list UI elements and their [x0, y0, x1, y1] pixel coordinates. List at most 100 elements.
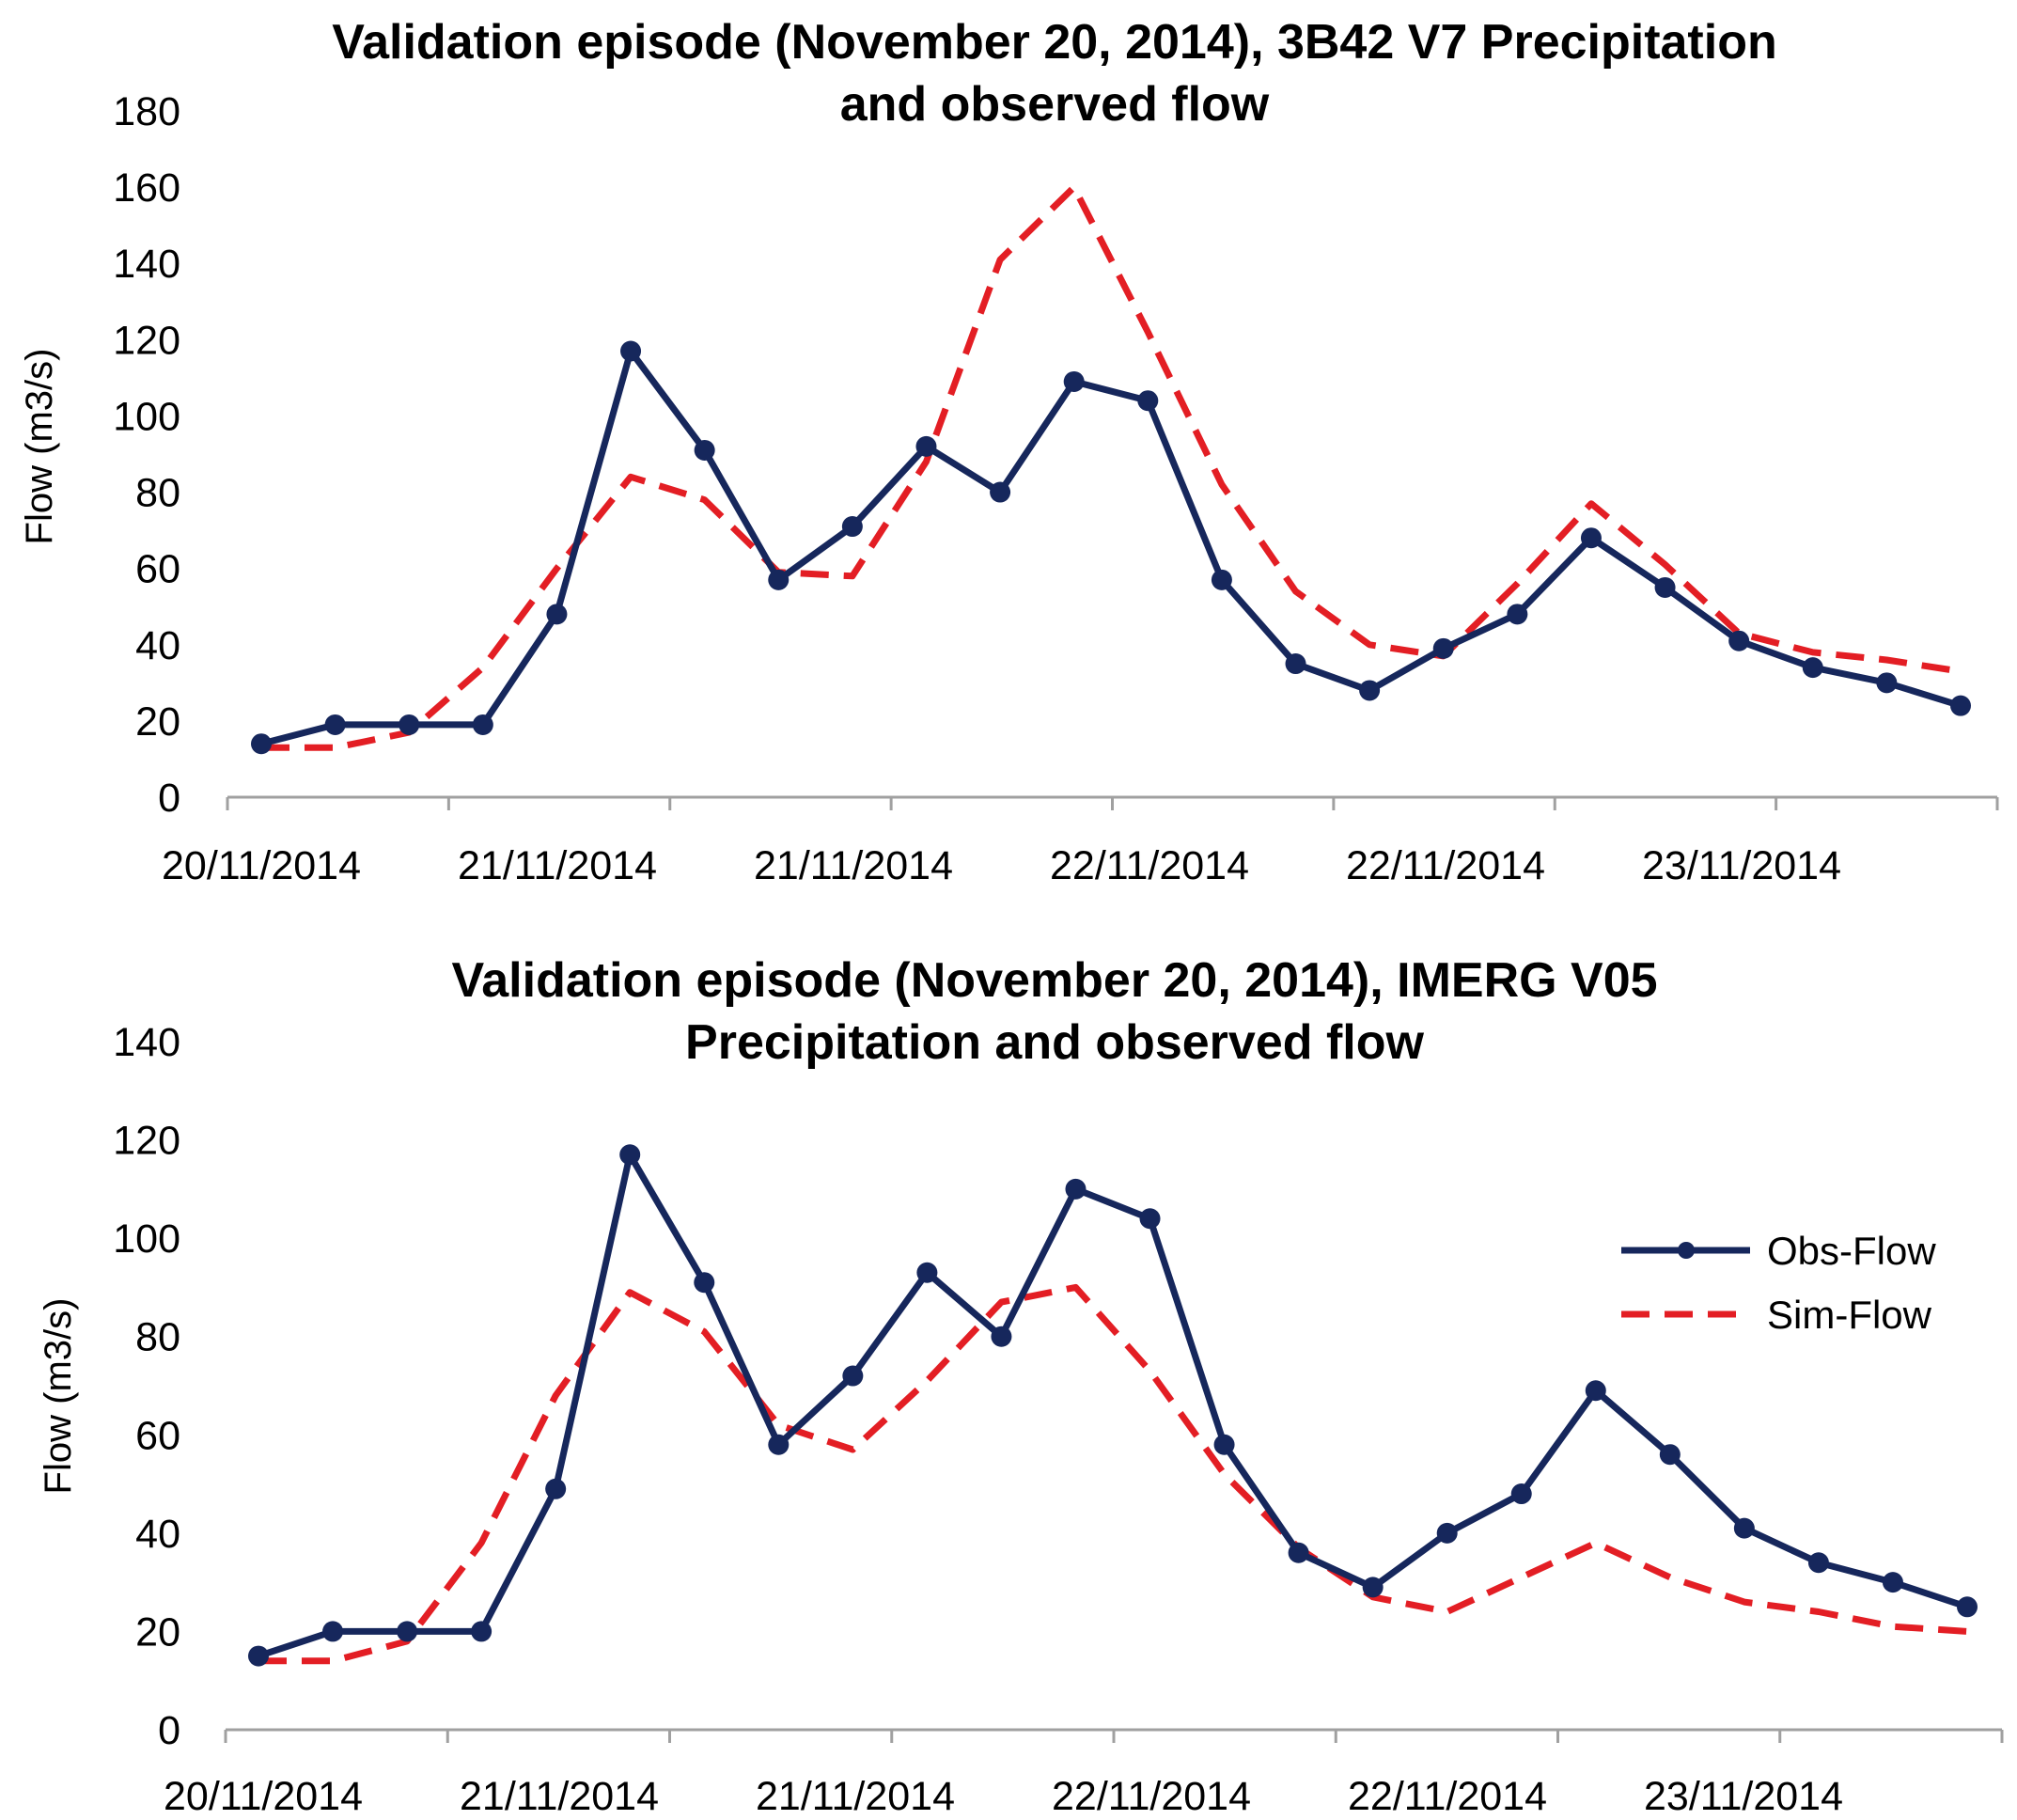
obs-flow-point	[1659, 1444, 1681, 1466]
y-tick-label: 60	[135, 1413, 180, 1458]
series-line-obs-flow	[260, 348, 1962, 747]
obs-flow-point	[546, 604, 568, 625]
y-tick-label: 40	[135, 623, 180, 668]
legend-obs-marker	[1678, 1242, 1695, 1259]
obs-flow-point	[1063, 370, 1085, 392]
obs-flow-point	[1288, 1542, 1309, 1563]
obs-flow-point	[1065, 1178, 1087, 1200]
obs-flow-point	[1436, 1522, 1458, 1544]
series-line-obs-flow	[257, 1151, 1969, 1659]
obs-flow-point	[1362, 1577, 1384, 1598]
x-axis	[226, 795, 1999, 810]
x-tick-labels: 20/11/2014 21/11/2014 21/11/2014 22/11/2014…	[164, 1774, 1843, 1819]
legend: Obs-Flow Sim-Flow	[1621, 1229, 1936, 1337]
y-tick-label: 0	[158, 776, 180, 821]
obs-flow-point	[768, 569, 790, 590]
y-tick-label: 60	[135, 547, 180, 592]
obs-flow-point	[472, 714, 493, 735]
obs-flow-point	[1211, 569, 1232, 590]
x-tick-label: 22/11/2014	[1348, 1774, 1547, 1819]
series-group	[251, 183, 1971, 755]
obs-flow-point	[694, 439, 715, 461]
obs-flow-point	[324, 714, 346, 735]
obs-flow-point	[1585, 1380, 1606, 1402]
obs-flow-point	[545, 1478, 567, 1499]
y-tick-label: 140	[113, 1020, 180, 1065]
chart-title-line2: Precipitation and observed flow	[685, 1015, 1424, 1070]
obs-flow-point	[694, 1272, 715, 1294]
chart-title-line2: and observed flow	[840, 77, 1270, 132]
series-line-sim-flow	[258, 1283, 1968, 1665]
obs-flow-point	[1807, 1552, 1829, 1574]
obs-flow-point	[1876, 672, 1898, 694]
x-tick-label: 23/11/2014	[1644, 1774, 1843, 1819]
obs-flow-point	[322, 1621, 344, 1642]
obs-flow-point	[399, 714, 420, 735]
x-tick-label: 23/11/2014	[1642, 843, 1841, 888]
obs-flow-point	[1950, 695, 1971, 716]
obs-flow-point	[1359, 680, 1381, 701]
obs-flow-point	[1882, 1572, 1903, 1593]
y-tick-label: 20	[135, 699, 180, 745]
obs-flow-point	[1285, 653, 1306, 675]
x-tick-label: 22/11/2014	[1052, 1774, 1251, 1819]
y-tick-label: 120	[113, 318, 180, 363]
y-tick-label: 120	[113, 1119, 180, 1164]
obs-flow-point	[471, 1621, 493, 1642]
y-tick-label: 0	[158, 1708, 180, 1753]
x-tick-label: 21/11/2014	[458, 843, 657, 888]
series-group	[248, 1144, 1978, 1667]
x-tick-label: 22/11/2014	[1346, 843, 1545, 888]
y-axis-label: Flow (m3/s)	[38, 1298, 79, 1495]
obs-flow-point	[768, 1434, 790, 1455]
y-tick-label: 40	[135, 1512, 180, 1557]
obs-flow-point	[990, 481, 1011, 503]
legend-obs-label: Obs-Flow	[1767, 1229, 1936, 1273]
y-tick-label: 180	[113, 89, 180, 134]
obs-flow-point	[1213, 1434, 1235, 1455]
obs-flow-point	[397, 1621, 418, 1642]
series-line-sim-flow	[261, 183, 1962, 751]
obs-flow-point	[1432, 637, 1454, 659]
obs-flow-point	[1137, 390, 1159, 412]
y-tick-label: 140	[113, 242, 180, 287]
y-tick-label: 100	[113, 1216, 180, 1262]
obs-flow-point	[251, 733, 272, 755]
obs-flow-point	[619, 1144, 641, 1166]
obs-flow-point	[842, 1365, 864, 1387]
chart-imerg-v05: Validation episode (November 20, 2014), …	[38, 953, 2004, 1819]
obs-flow-point	[841, 516, 863, 538]
x-tick-label: 21/11/2014	[754, 843, 953, 888]
x-tick-label: 20/11/2014	[164, 1774, 363, 1819]
y-tick-labels: 0 20 40 60 80 100 120 140 160 180	[113, 89, 180, 821]
obs-flow-point	[1957, 1596, 1978, 1618]
obs-flow-point	[1733, 1517, 1755, 1539]
y-tick-label: 100	[113, 394, 180, 439]
obs-flow-point	[1802, 657, 1823, 679]
obs-flow-point	[1139, 1208, 1161, 1230]
obs-flow-point	[620, 340, 642, 362]
y-axis-label: Flow (m3/s)	[19, 349, 60, 545]
obs-flow-point	[1580, 527, 1602, 549]
obs-flow-point	[1507, 604, 1528, 625]
y-tick-label: 80	[135, 1315, 180, 1360]
chart-title-line1: Validation episode (November 20, 2014), …	[332, 15, 1776, 70]
x-tick-label: 20/11/2014	[162, 843, 361, 888]
obs-flow-point	[1728, 630, 1750, 651]
x-tick-labels: 20/11/2014 21/11/2014 21/11/2014 22/11/2014…	[162, 843, 1841, 888]
x-tick-label: 22/11/2014	[1050, 843, 1249, 888]
y-tick-labels: 0 20 40 60 80 100 120 140	[113, 1020, 180, 1753]
obs-flow-point	[915, 435, 937, 457]
obs-flow-point	[248, 1645, 269, 1667]
x-tick-label: 21/11/2014	[460, 1774, 659, 1819]
y-tick-label: 160	[113, 165, 180, 211]
y-tick-label: 80	[135, 471, 180, 516]
x-tick-label: 21/11/2014	[756, 1774, 955, 1819]
obs-flow-point	[916, 1262, 938, 1283]
obs-flow-point	[991, 1326, 1012, 1347]
x-axis	[224, 1728, 2004, 1743]
obs-flow-point	[1510, 1483, 1532, 1505]
chart-3b42-v7: Validation episode (November 20, 2014), …	[19, 15, 1999, 888]
chart-title-line1: Validation episode (November 20, 2014), …	[451, 953, 1657, 1008]
